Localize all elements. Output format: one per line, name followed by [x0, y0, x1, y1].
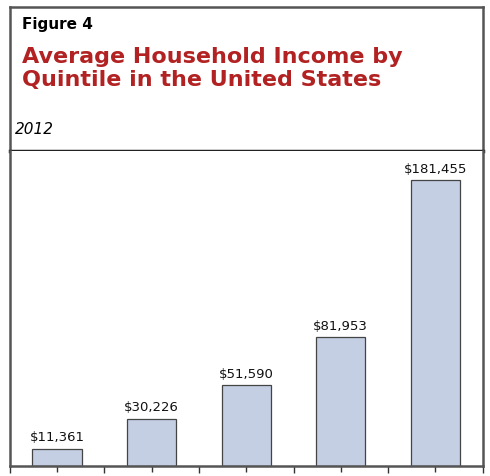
Text: $81,953: $81,953 [314, 320, 368, 333]
Text: $51,590: $51,590 [219, 368, 273, 381]
Bar [32, 448, 82, 466]
Text: $30,226: $30,226 [124, 401, 179, 415]
Bar [316, 337, 366, 466]
Text: Figure 4: Figure 4 [22, 17, 93, 32]
Bar [221, 385, 271, 466]
Text: Average Household Income by
Quintile in the United States: Average Household Income by Quintile in … [22, 48, 402, 90]
Text: $181,455: $181,455 [404, 163, 467, 176]
Text: 2012: 2012 [15, 122, 53, 137]
Bar [411, 180, 460, 466]
Bar [127, 419, 176, 466]
Text: $11,361: $11,361 [29, 431, 85, 444]
